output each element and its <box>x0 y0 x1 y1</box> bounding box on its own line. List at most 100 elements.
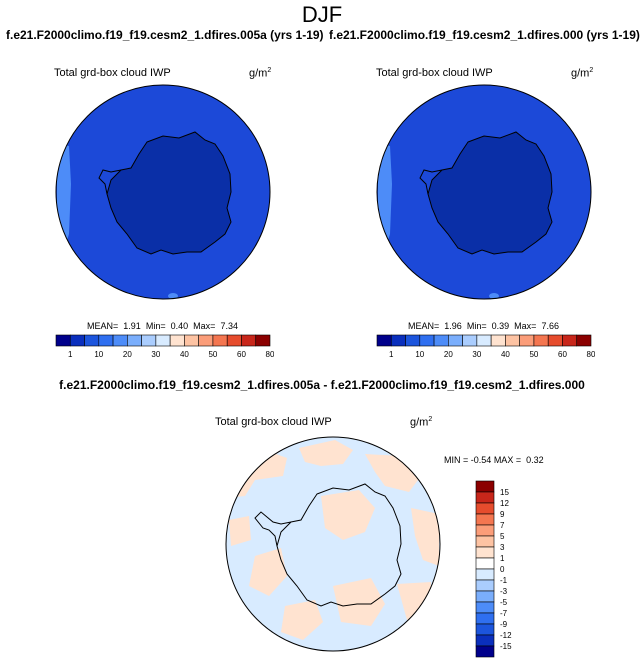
difference-panel-variable-label: Total grd-box cloud IWP <box>215 416 332 428</box>
right-colorbar-swatch <box>376 334 392 347</box>
difference-colorbar-tick-label: -3 <box>500 587 508 596</box>
difference-colorbar-tick-label: 0 <box>500 565 505 574</box>
right-colorbar-swatch <box>405 334 421 347</box>
difference-colorbar-swatch <box>475 557 495 570</box>
difference-colorbar-swatch <box>475 535 495 548</box>
left-colorbar-tick-label: 80 <box>266 350 274 359</box>
difference-colorbar-swatch <box>475 524 495 537</box>
right-colorbar-swatch <box>519 334 535 347</box>
left-map-antarctica-field <box>107 132 231 254</box>
right-colorbar: 1 10 20 30 40 50 60 80 <box>376 334 595 359</box>
difference-colorbar-swatch <box>475 579 495 592</box>
right-colorbar-swatch <box>576 334 592 347</box>
left-colorbar-tick-label: 60 <box>237 350 246 359</box>
left-polar-map <box>55 84 271 300</box>
difference-colorbar-swatch <box>475 546 495 559</box>
right-polar-map <box>376 84 592 300</box>
difference-polar-map <box>225 436 441 652</box>
right-colorbar-swatch <box>419 334 435 347</box>
left-map-coastline <box>106 131 232 255</box>
right-colorbar-swatch <box>533 334 549 347</box>
right-colorbar-tick-label: 80 <box>587 350 595 359</box>
right-map-small-patch <box>489 293 499 299</box>
right-panel-stats: MEAN= 1.96 Min= 0.39 Max= 7.66 <box>408 321 559 331</box>
difference-colorbar-tick-label: 7 <box>500 521 505 530</box>
left-colorbar-swatch <box>69 334 85 347</box>
left-colorbar-tick-label: 10 <box>94 350 103 359</box>
difference-colorbar-swatch <box>475 480 495 493</box>
right-colorbar-tick-label: 30 <box>472 350 481 359</box>
difference-panel-units-label: g/m2 <box>410 416 433 429</box>
left-colorbar-swatch <box>55 334 71 347</box>
right-colorbar-swatch <box>547 334 563 347</box>
difference-colorbar-tick-label: -5 <box>500 598 508 607</box>
difference-map-boundary <box>225 436 441 652</box>
right-colorbar-tick-label: 50 <box>529 350 538 359</box>
difference-colorbar-swatch <box>475 634 495 647</box>
difference-colorbar-tick-label: -1 <box>500 576 508 585</box>
difference-colorbar-tick-label: -12 <box>500 631 512 640</box>
right-colorbar-tick-label: 60 <box>558 350 567 359</box>
difference-colorbar-tick-label: 12 <box>500 499 509 508</box>
right-map-coastline <box>427 131 553 255</box>
left-colorbar-swatch <box>198 334 214 347</box>
difference-colorbar-tick-label: -9 <box>500 620 508 629</box>
difference-colorbar-swatch <box>475 568 495 581</box>
right-map-peninsula-outline <box>419 169 443 195</box>
difference-panel-title: f.e21.F2000climo.f19_f19.cesm2_1.dfires.… <box>59 378 585 392</box>
right-colorbar-tick-label: 10 <box>415 350 424 359</box>
left-colorbar-swatch <box>169 334 185 347</box>
left-colorbar-tick-label: 1 <box>68 350 73 359</box>
left-colorbar-swatch <box>241 334 257 347</box>
left-panel-units-label: g/m2 <box>249 67 272 80</box>
left-colorbar-swatch <box>184 334 199 347</box>
left-map-small-patch <box>168 293 178 299</box>
right-colorbar-tick-label: 40 <box>501 350 510 359</box>
right-colorbar-swatch <box>476 334 492 347</box>
left-colorbar-swatch <box>255 334 271 347</box>
difference-map-coastline <box>276 483 402 607</box>
difference-colorbar-tick-label: 5 <box>500 532 505 541</box>
right-colorbar-swatch <box>505 334 520 347</box>
right-colorbar-tick-label: 20 <box>444 350 453 359</box>
left-panel-case-title: f.e21.F2000climo.f19_f19.cesm2_1.dfires.… <box>6 28 324 42</box>
right-map-antarctica-field <box>428 132 552 254</box>
difference-colorbar-swatch <box>475 645 495 658</box>
difference-colorbar-tick-label: 15 <box>500 488 509 497</box>
right-colorbar-swatch <box>490 334 506 347</box>
right-panel-case-title: f.e21.F2000climo.f19_f19.cesm2_1.dfires.… <box>329 28 640 42</box>
difference-colorbar-swatch <box>475 612 495 625</box>
difference-colorbar-swatch <box>475 502 495 515</box>
right-colorbar-swatch <box>433 334 449 347</box>
difference-panel-stats: MIN = -0.54 MAX = 0.32 <box>444 455 544 465</box>
difference-colorbar-swatch <box>475 590 495 603</box>
left-colorbar-tick-label: 20 <box>123 350 132 359</box>
right-colorbar-swatch <box>562 334 578 347</box>
difference-colorbar: 15 12 9 7 5 3 1 0 -1 -3 -5 -7 -9 -12 -15 <box>475 480 512 658</box>
right-panel-units-label: g/m2 <box>571 67 594 80</box>
left-panel-variable-label: Total grd-box cloud IWP <box>54 67 171 79</box>
left-colorbar-swatch <box>155 334 171 347</box>
left-panel-stats: MEAN= 1.91 Min= 0.40 Max= 7.34 <box>87 321 238 331</box>
left-map-peninsula-outline <box>98 169 122 195</box>
difference-colorbar-tick-label: 3 <box>500 543 505 552</box>
difference-colorbar-swatch <box>475 623 495 636</box>
right-colorbar-swatch <box>390 334 406 347</box>
left-colorbar-swatch <box>212 334 228 347</box>
left-colorbar-swatch <box>141 334 157 347</box>
left-colorbar-tick-label: 30 <box>151 350 160 359</box>
right-map-boundary <box>376 84 592 300</box>
left-map-boundary <box>55 84 271 300</box>
right-panel-variable-label: Total grd-box cloud IWP <box>376 67 493 79</box>
page-title: DJF <box>301 2 343 27</box>
difference-colorbar-tick-label: 1 <box>500 554 505 563</box>
left-colorbar-swatch <box>226 334 242 347</box>
left-colorbar-tick-label: 40 <box>180 350 189 359</box>
left-colorbar-swatch <box>112 334 128 347</box>
right-colorbar-swatch <box>462 334 478 347</box>
difference-map-peninsula-outline <box>254 511 292 547</box>
left-colorbar-tick-label: 50 <box>208 350 217 359</box>
right-colorbar-swatch <box>448 334 463 347</box>
left-colorbar-swatch <box>98 334 114 347</box>
difference-colorbar-tick-label: 9 <box>500 510 505 519</box>
